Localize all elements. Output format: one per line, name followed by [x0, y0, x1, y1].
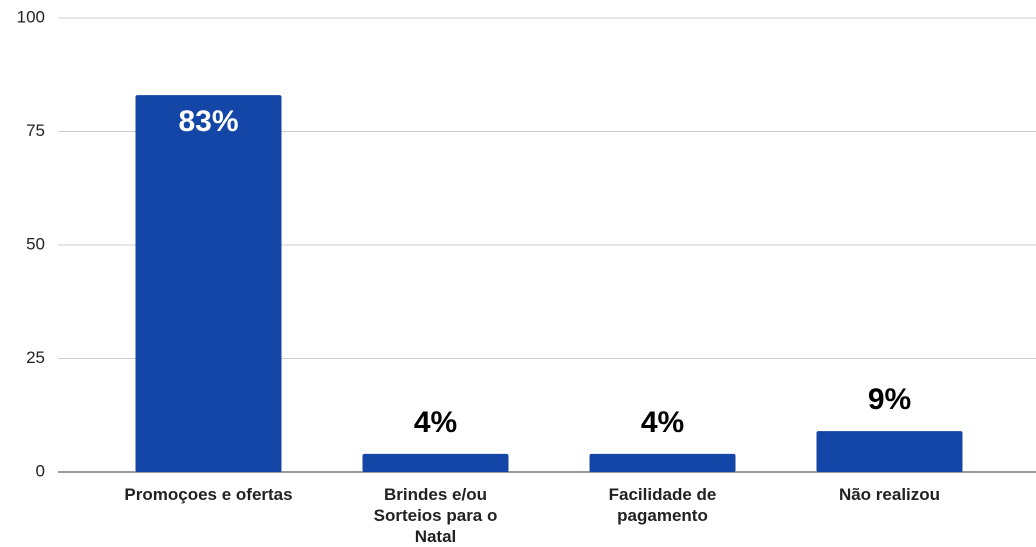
value-label: 83%	[178, 105, 238, 138]
bar	[362, 453, 509, 472]
bar	[135, 95, 282, 473]
value-label: 9%	[868, 383, 911, 416]
x-tick-label: Facilidade de pagamento	[608, 485, 717, 525]
bar	[589, 453, 736, 472]
y-tick-label: 50	[26, 234, 45, 253]
y-tick-label: 0	[36, 461, 45, 480]
x-tick-label: Não realizou	[838, 485, 941, 504]
value-label: 4%	[414, 406, 457, 439]
y-tick-label: 25	[26, 348, 45, 367]
x-tick-label: Promoçoes e ofertas	[124, 485, 293, 504]
y-tick-label: 75	[26, 121, 45, 140]
x-tick-label: Brindes e/ou Sorteios para o Natal	[373, 485, 498, 546]
y-tick-label: 100	[17, 7, 45, 26]
bar	[816, 431, 963, 472]
value-label: 4%	[641, 406, 684, 439]
